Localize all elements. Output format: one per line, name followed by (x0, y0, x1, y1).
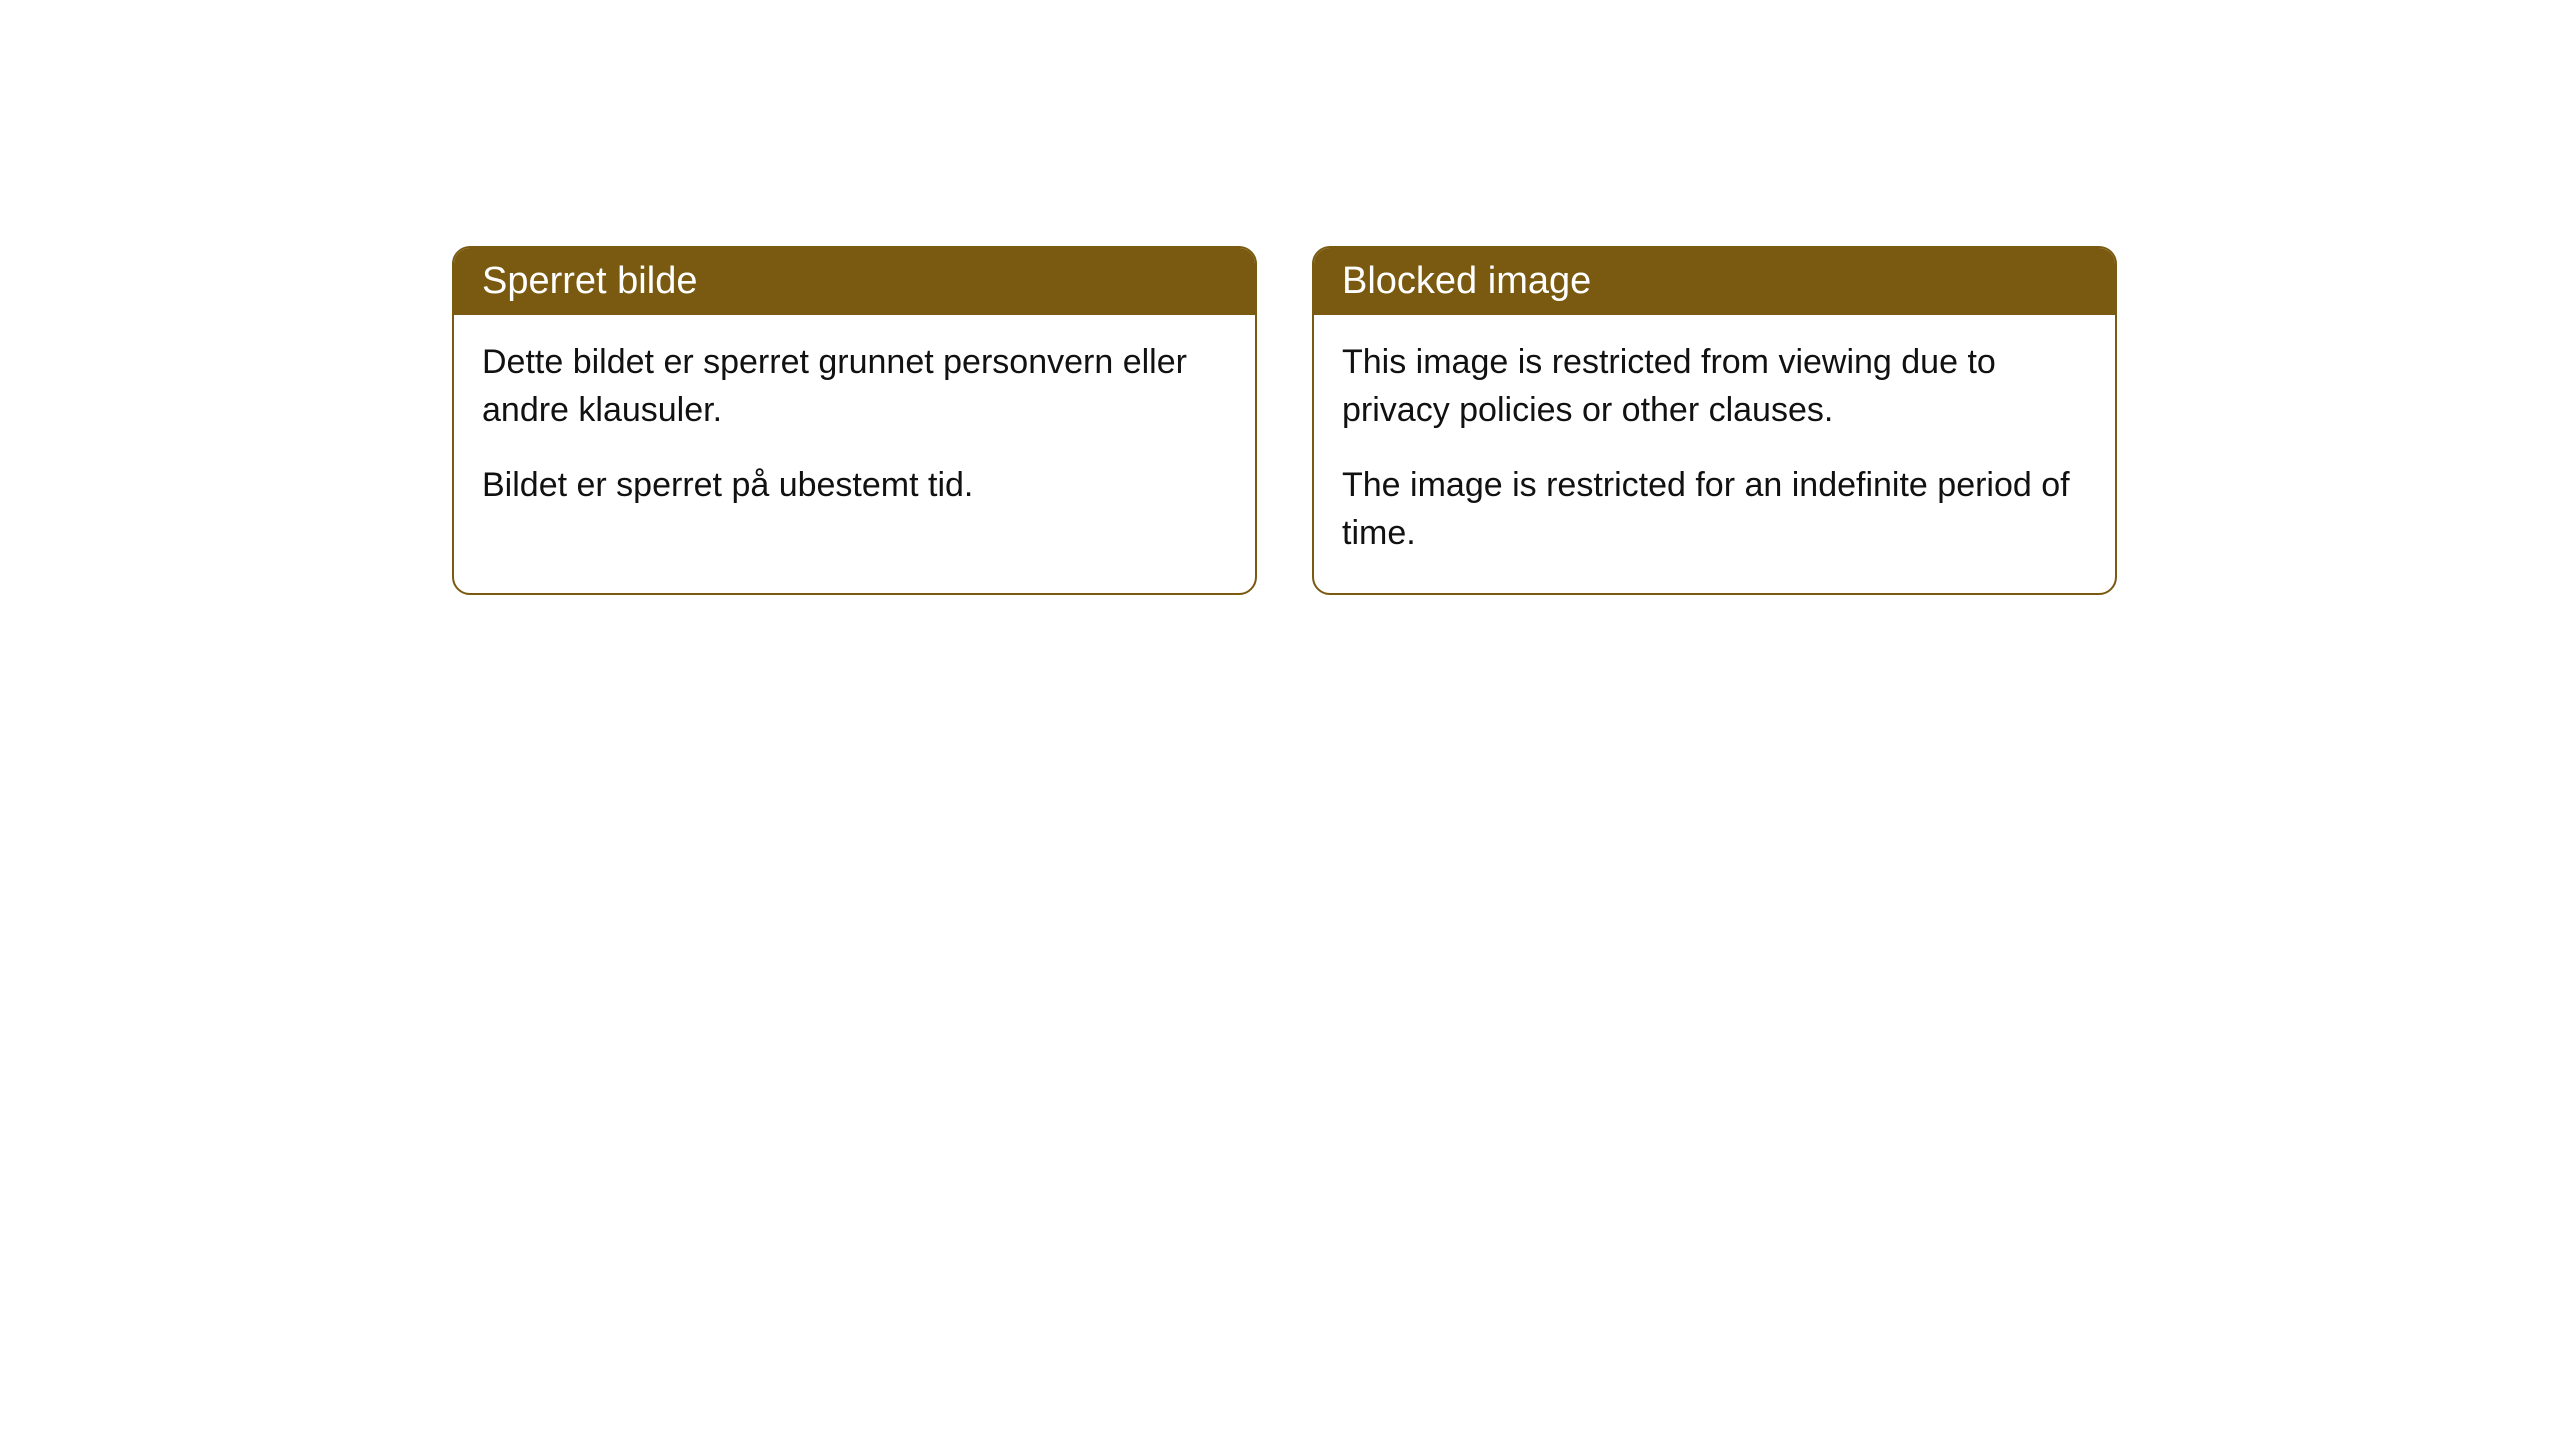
notice-header: Blocked image (1314, 248, 2115, 315)
notice-paragraph: The image is restricted for an indefinit… (1342, 462, 2087, 557)
notice-box-norwegian: Sperret bilde Dette bildet er sperret gr… (452, 246, 1257, 595)
notice-box-english: Blocked image This image is restricted f… (1312, 246, 2117, 595)
notice-header: Sperret bilde (454, 248, 1255, 315)
notice-body: Dette bildet er sperret grunnet personve… (454, 315, 1255, 546)
notice-container: Sperret bilde Dette bildet er sperret gr… (452, 246, 2117, 595)
notice-body: This image is restricted from viewing du… (1314, 315, 2115, 593)
notice-paragraph: Dette bildet er sperret grunnet personve… (482, 339, 1227, 434)
notice-paragraph: This image is restricted from viewing du… (1342, 339, 2087, 434)
notice-paragraph: Bildet er sperret på ubestemt tid. (482, 462, 1227, 510)
